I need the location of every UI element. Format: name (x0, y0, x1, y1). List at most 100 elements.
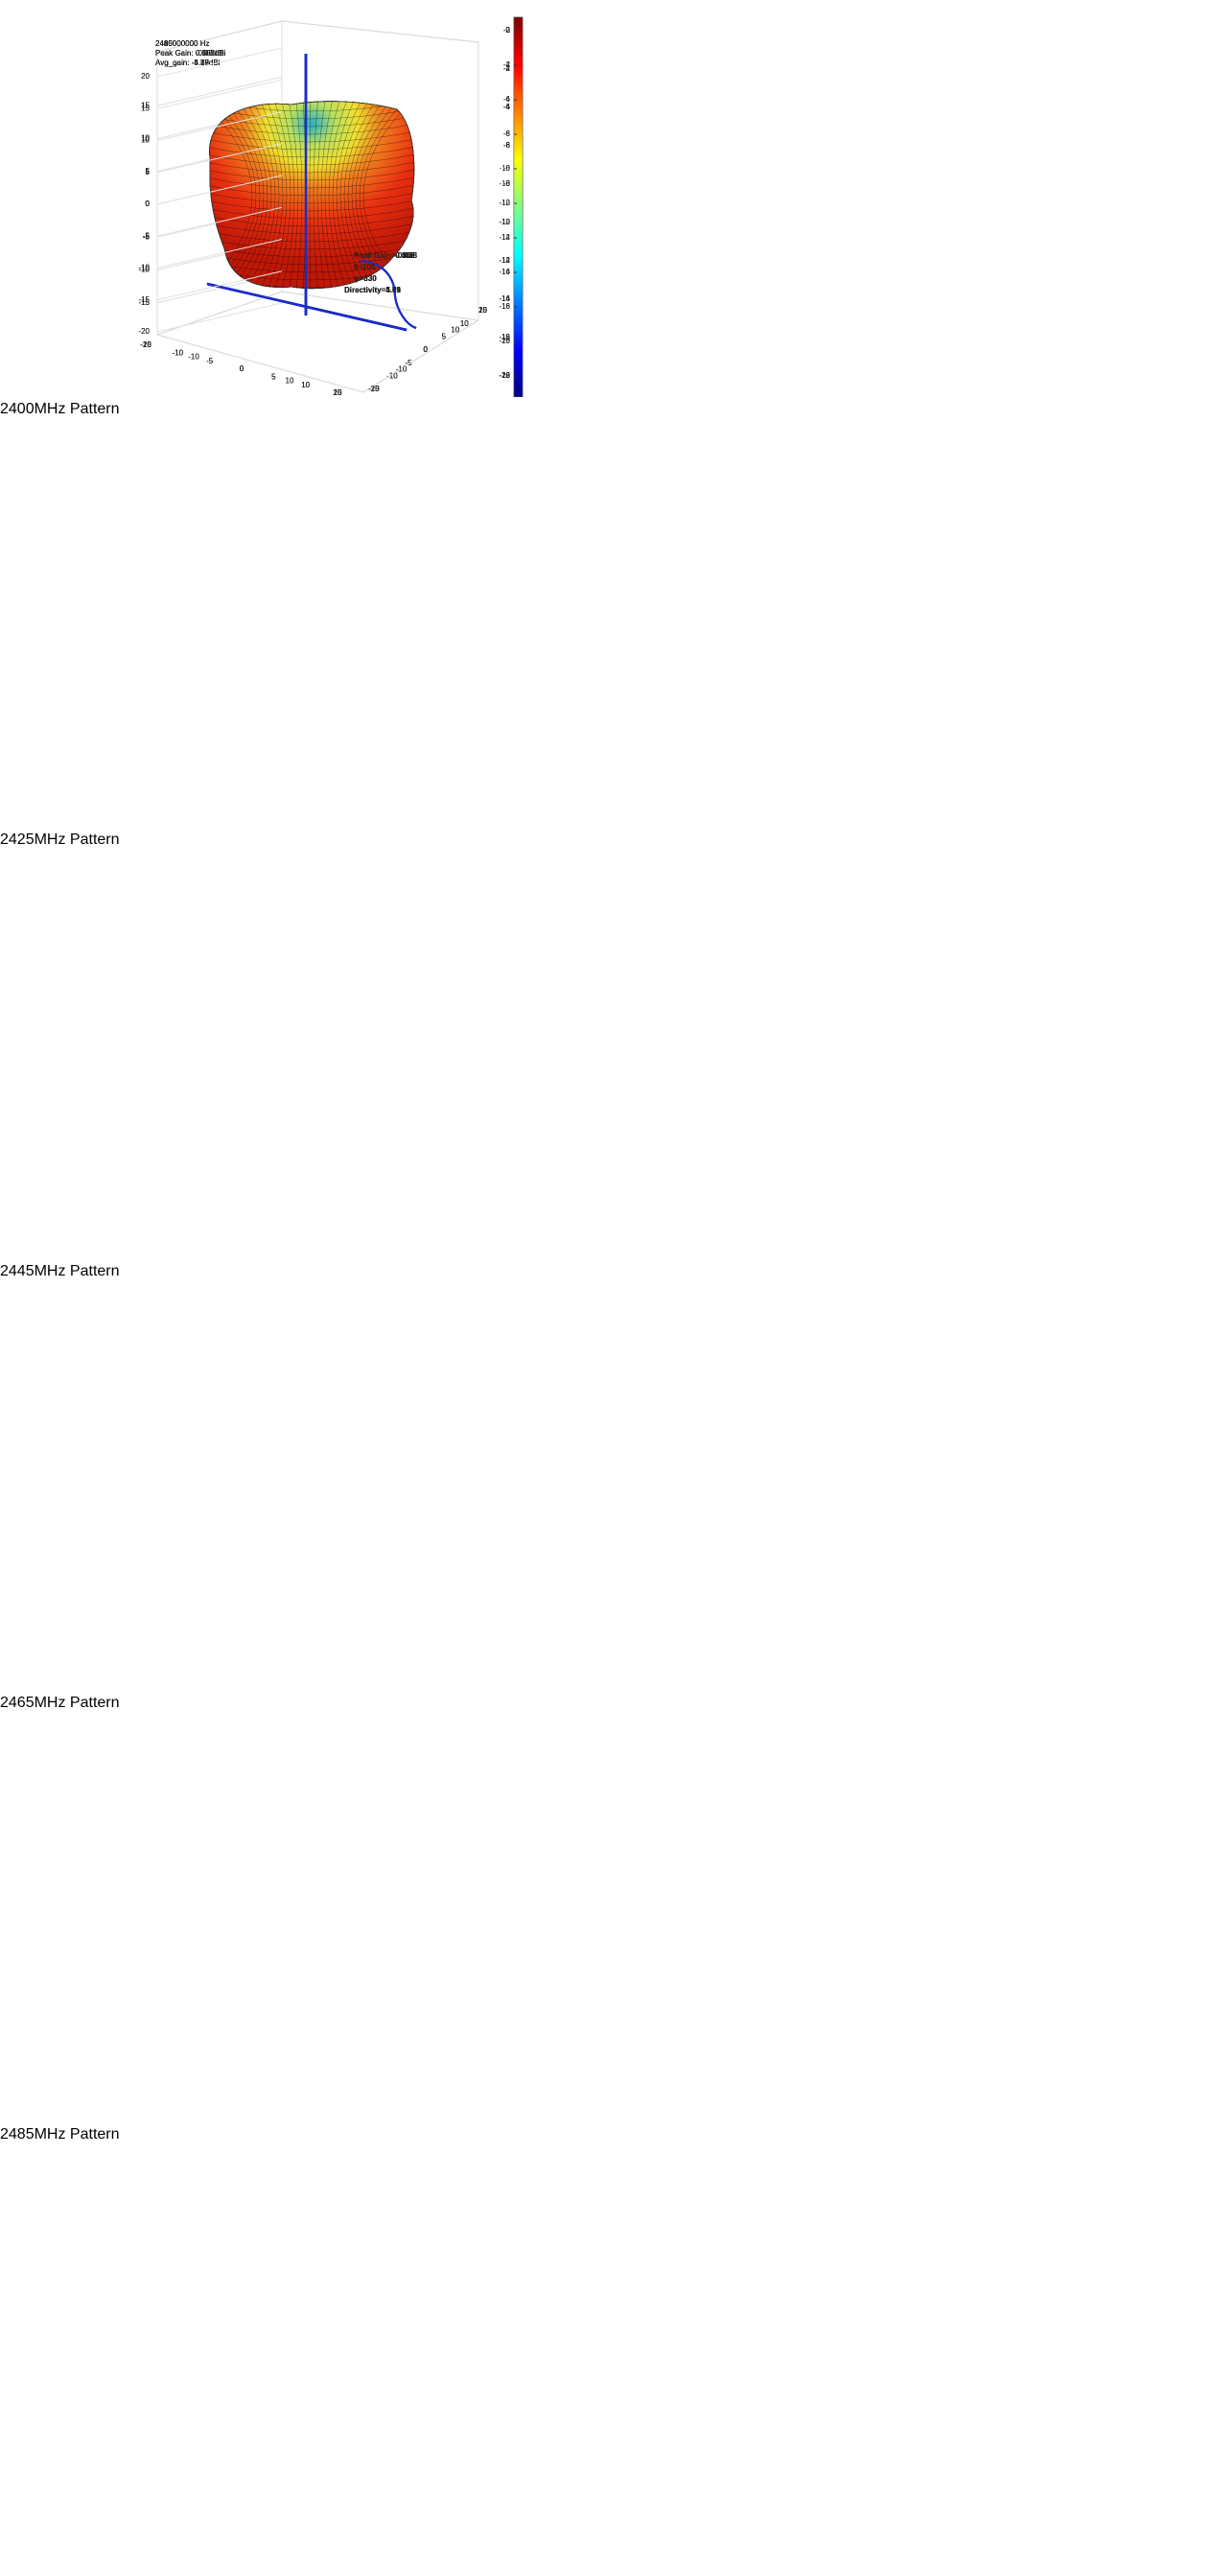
y-tick-label: 0 (424, 345, 429, 354)
x-tick-label: -10 (173, 348, 184, 357)
z-tick-label: -10 (138, 266, 150, 274)
marker-label: θ=105 (354, 263, 376, 271)
x-tick-label: 5 (271, 372, 276, 381)
z-tick-label: 5 (146, 167, 151, 176)
y-tick-label: -5 (405, 359, 412, 367)
y-tick-label: -10 (396, 365, 408, 374)
mesh-line (209, 199, 414, 212)
colorbar-tick-label: -14 (499, 256, 510, 265)
mesh-line (209, 152, 414, 166)
y-tick-label: 15 (478, 306, 487, 315)
image-cell: 2485000000 Hz Peak Gain: -0.98dBi Avg_gain… (0, 16, 607, 2126)
annotation: 2445000000 Hz (155, 39, 210, 48)
caption: 2445MHz Pattern (0, 1263, 120, 1279)
marker-label: Directivity=4.79 (344, 286, 401, 294)
z-tick-label: -5 (143, 232, 151, 241)
mesh-line (209, 245, 414, 258)
colorbar-tick-label: -2 (503, 64, 511, 73)
mesh-line (209, 129, 414, 143)
colorbar-tick-label: -4 (503, 64, 511, 73)
x-tick-label: -10 (173, 348, 184, 357)
mesh-line (336, 101, 365, 289)
colorbar-tick-label: -6 (503, 95, 511, 104)
page: 2400000000 Hz Peak Gain: -0.47dBi Avg_gain… (0, 16, 598, 2143)
marker-label: φ=330 (354, 274, 377, 283)
z-tick-label: -10 (138, 266, 150, 274)
colorbar-tick-label: -16 (499, 268, 510, 276)
mesh-line (256, 101, 284, 289)
y-tick-label: 0 (424, 345, 429, 354)
y-tick-label: 10 (451, 326, 459, 335)
mesh-line (248, 101, 280, 289)
colorbar-tick-label: -12 (499, 256, 510, 265)
grid-line (156, 143, 283, 174)
colorbar-tick-label: -8 (503, 179, 511, 188)
mesh-line (209, 191, 414, 204)
z-tick-label: 5 (146, 168, 151, 176)
caption: 2400MHz Pattern (0, 401, 120, 417)
x-tick-label: 10 (301, 381, 310, 389)
colorbar-tick-label: -6 (503, 141, 511, 150)
z-tick-label: -15 (138, 298, 150, 307)
y-tick-label: -15 (368, 385, 380, 393)
grid-line (156, 111, 283, 141)
grid-line (156, 206, 283, 237)
mesh-line (218, 101, 265, 289)
z-tick-label: 10 (141, 134, 150, 143)
y-tick-label: -15 (368, 385, 380, 393)
y-tick-label: -20 (368, 385, 380, 393)
colorbar-tick-label: 0 (506, 26, 511, 35)
z-tick-label: 10 (141, 136, 150, 145)
annotation: 2425000000 Hz (155, 39, 210, 48)
y-tick-label: 5 (442, 332, 447, 340)
grid-line (156, 175, 283, 205)
x-tick-label: 5 (271, 372, 276, 381)
z-tick-label: -5 (143, 232, 151, 241)
z-tick-label: 15 (141, 101, 150, 109)
mesh-line (233, 101, 272, 289)
mesh-line (209, 206, 414, 220)
z-tick-label: -10 (138, 264, 150, 272)
x-tick-label: -10 (188, 353, 199, 362)
x-tick-label: 20 (334, 388, 342, 397)
y-tick-label: -10 (386, 371, 398, 380)
z-tick-label: 5 (146, 168, 151, 176)
colorbar-tick-label: 0 (506, 26, 511, 35)
annotation: Peak Gain: 0.505dBi (155, 49, 226, 58)
mesh-line (209, 122, 414, 135)
marker-label: Peak Gain=-0.988 (354, 251, 418, 260)
caption-cell: 2465MHz Pattern (0, 1695, 598, 1724)
grid-line (156, 76, 283, 106)
z-tick-label: -20 (138, 327, 150, 336)
colorbar-tick-label: -16 (499, 302, 510, 311)
annotation: 2465000000 Hz (155, 39, 210, 48)
y-tick-label: 20 (478, 306, 487, 315)
mesh-line (351, 101, 396, 289)
colorbar-tick-label: -2 (503, 60, 511, 69)
y-tick-label: -5 (405, 359, 412, 367)
z-tick-label: -5 (143, 232, 151, 241)
colorbar-tick-label: -2 (503, 26, 511, 35)
image-cell: 2425000000 Hz Peak Gain: 0.505dBi Avg_gain… (0, 16, 598, 831)
colorbar-tick-label: -4 (503, 60, 511, 69)
colorbar-tick-label: -18 (499, 371, 510, 380)
x-tick-label: 10 (286, 377, 294, 386)
z-tick-label: 20 (141, 72, 150, 81)
annotation: Peak Gain: 0.107dBi (155, 49, 226, 58)
y-tick-label: 20 (478, 306, 487, 315)
colorbar-tick-label: -16 (499, 333, 510, 341)
colorbar-tick-label: -20 (499, 371, 510, 380)
marker-label: Directivity=5.03 (344, 286, 401, 294)
x-tick-label: 10 (286, 377, 294, 386)
y-tick-label: 0 (424, 345, 429, 354)
mesh-line (264, 101, 288, 289)
colorbar-tick-label: -8 (503, 129, 511, 138)
annotation: Avg_gain: -5.19dBi (155, 59, 221, 67)
marker-label: φ=330 (354, 274, 377, 283)
z-tick-label: 0 (146, 199, 151, 208)
colorbar-tick-label: -10 (499, 179, 510, 188)
colorbar-tick-label: -18 (499, 371, 510, 380)
x-tick-label: -15 (140, 340, 151, 349)
x-tick-label: 10 (301, 381, 310, 389)
z-tick-label: -15 (138, 298, 150, 307)
